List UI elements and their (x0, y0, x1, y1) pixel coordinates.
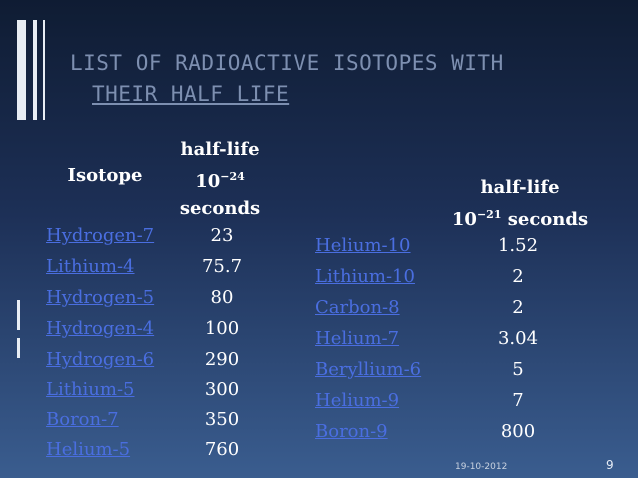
half-life-value: 100 (204, 318, 240, 339)
right-header-half-life: half-life 10−21 seconds (440, 174, 600, 233)
half-life-value: 350 (204, 409, 240, 430)
isotope-link-boron-9[interactable]: Boron-9 (315, 421, 388, 442)
slide-title: LIST OF RADIOACTIVE ISOTOPES WITH THEIR … (70, 48, 584, 110)
isotope-link-lithium-4[interactable]: Lithium-4 (46, 256, 135, 277)
left-header-half-life-unit: seconds (179, 198, 261, 219)
isotope-link-hydrogen-5[interactable]: Hydrogen-5 (46, 287, 155, 308)
decorative-bar (17, 20, 26, 120)
decorative-bar (33, 20, 37, 120)
slide-date: 19-10-2012 (455, 462, 508, 472)
isotope-link-carbon-8[interactable]: Carbon-8 (315, 297, 400, 318)
half-life-value: 2 (512, 297, 524, 318)
isotope-link-helium-7[interactable]: Helium-7 (315, 328, 400, 349)
half-life-value: 760 (204, 439, 240, 460)
left-header-isotope: Isotope (67, 165, 143, 186)
half-life-value: 75.7 (201, 256, 243, 277)
title-line-2: THEIR HALF LIFE (92, 82, 290, 106)
half-life-value: 1.52 (497, 235, 539, 256)
isotope-link-helium-5[interactable]: Helium-5 (46, 439, 131, 460)
half-life-value: 2 (512, 266, 524, 287)
half-life-value: 7 (512, 390, 524, 411)
decorative-bar (17, 300, 20, 330)
left-header-half-life-exponent: 10−24 (195, 170, 245, 192)
isotope-link-lithium-5[interactable]: Lithium-5 (46, 379, 135, 400)
half-life-value: 5 (512, 359, 524, 380)
slide-number: 9 (606, 458, 614, 472)
isotope-link-hydrogen-4[interactable]: Hydrogen-4 (46, 318, 155, 339)
decorative-bar (17, 338, 20, 358)
isotope-link-boron-7[interactable]: Boron-7 (46, 409, 119, 430)
left-header-half-life-label: half-life (180, 139, 260, 160)
half-life-value: 300 (204, 379, 240, 400)
right-header-half-life-label: half-life (480, 177, 560, 198)
title-line-1: LIST OF RADIOACTIVE ISOTOPES WITH (70, 51, 504, 75)
isotope-link-hydrogen-6[interactable]: Hydrogen-6 (46, 349, 155, 370)
isotope-link-helium-10[interactable]: Helium-10 (315, 235, 411, 256)
half-life-value: 290 (204, 349, 240, 370)
half-life-value: 80 (210, 287, 234, 308)
decorative-bar (43, 20, 45, 120)
right-header-half-life-unit: 10−21 seconds (451, 208, 589, 230)
left-header-half-life: half-life 10−24 seconds (175, 136, 265, 222)
half-life-value: 3.04 (497, 328, 539, 349)
isotope-link-lithium-10[interactable]: Lithium-10 (315, 266, 415, 287)
isotope-link-helium-9[interactable]: Helium-9 (315, 390, 400, 411)
isotope-link-beryllium-6[interactable]: Beryllium-6 (315, 359, 422, 380)
isotope-link-hydrogen-7[interactable]: Hydrogen-7 (46, 225, 155, 246)
half-life-value: 800 (500, 421, 536, 442)
half-life-value: 23 (210, 225, 234, 246)
